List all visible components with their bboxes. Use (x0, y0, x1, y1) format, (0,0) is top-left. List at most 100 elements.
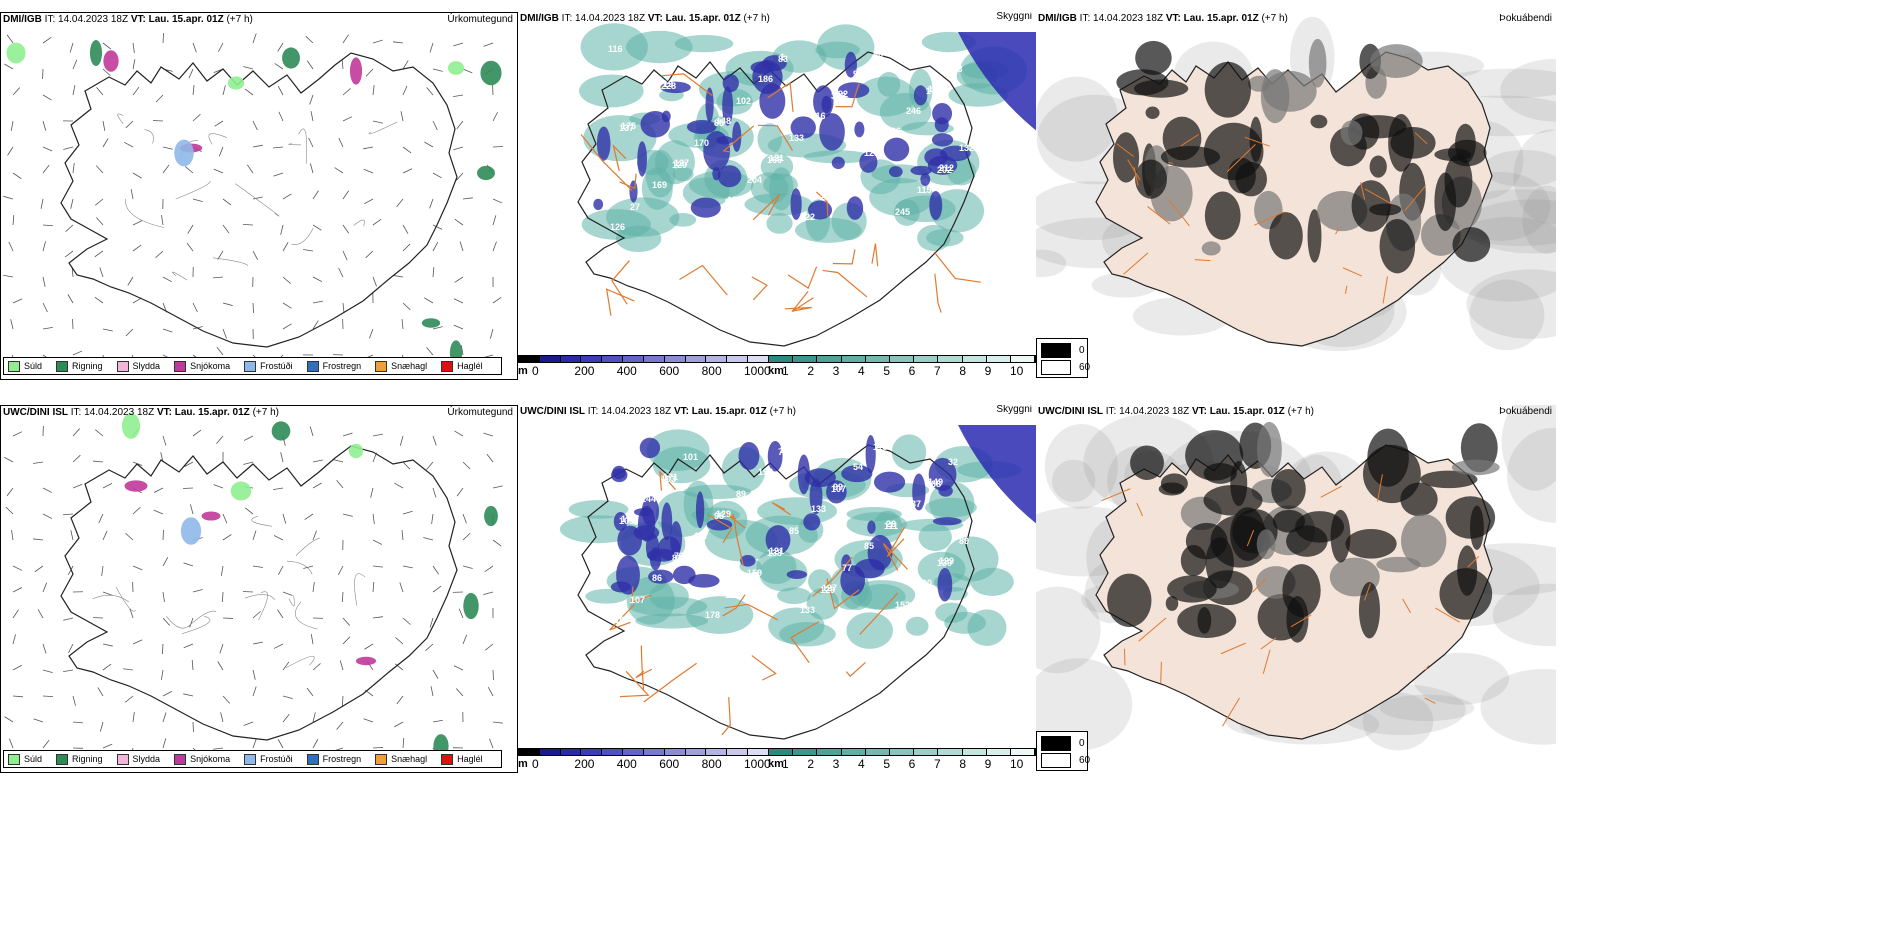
wind-barb (484, 565, 494, 573)
road (609, 604, 635, 631)
fog-cell (1268, 212, 1303, 260)
cloudbase-cell (913, 85, 928, 106)
wind-barb (484, 643, 494, 651)
wind-barb (10, 319, 14, 330)
roads (609, 470, 908, 736)
road (1194, 259, 1211, 262)
panel-header: DMI/IGB IT: 14.04.2023 18Z VT: Lau. 15.a… (3, 14, 513, 25)
fog-cell (1286, 595, 1309, 643)
wind-barb (282, 193, 292, 200)
wind-barb (400, 111, 404, 122)
cloudbase-label: 54 (853, 462, 863, 472)
wind-barb (192, 589, 203, 593)
cloudbase-label: 77 (778, 447, 788, 457)
wind-barb (33, 718, 44, 723)
wind-barb (242, 591, 254, 593)
wind-barb (372, 565, 383, 568)
wind-barb (70, 530, 74, 541)
fog-cell (1145, 106, 1160, 119)
wind-barb (162, 591, 165, 602)
visibility-cell (917, 551, 966, 587)
cloudbase-label: 149 (928, 477, 943, 487)
road (723, 511, 746, 529)
wind-barb (102, 483, 113, 489)
cloudbase-label: 166 (767, 155, 782, 165)
cloudbase-cell (838, 82, 870, 99)
panel-header: DMI/IGB IT: 14.04.2023 18Z VT: Lau. 15.a… (520, 12, 1032, 24)
river (258, 591, 268, 621)
cloudbase-sea-cell (958, 425, 1036, 524)
wind-barb (12, 215, 15, 226)
fog-cell (1107, 573, 1152, 628)
wind-barb (365, 68, 374, 77)
wind-barb (333, 459, 344, 463)
fog-sea-cell (1051, 459, 1096, 503)
wind-barb (453, 94, 464, 98)
color-step (519, 356, 540, 362)
wind-barb (72, 428, 80, 437)
cloudbase-label: 112 (928, 84, 943, 94)
wind-barb (98, 513, 104, 524)
wind-barb (337, 565, 344, 576)
wind-barb (432, 242, 439, 252)
river (251, 515, 273, 527)
wind-barb (306, 687, 314, 697)
wind-barb (252, 530, 257, 541)
fog-sea-cell (1044, 424, 1118, 509)
fog-cell (1203, 462, 1237, 484)
visibility-cell (930, 189, 985, 233)
wind-barb (42, 146, 53, 152)
precip-cell (103, 50, 119, 72)
wind-barb (102, 120, 106, 131)
wind-barb (312, 300, 323, 304)
cloudbase-label: 103 (661, 474, 676, 484)
wind-barb (372, 747, 384, 749)
road (1382, 276, 1388, 304)
wind-barb (217, 661, 224, 671)
precip-cells (6, 39, 502, 366)
scale-tick: 8 (959, 364, 967, 378)
road (1116, 143, 1134, 158)
wind-barb (222, 534, 232, 541)
wind-barb (369, 328, 374, 339)
fog-cell (1271, 468, 1306, 510)
cloudbase-label: 133 (789, 133, 804, 143)
wind-barb (72, 85, 76, 96)
wind-barb (432, 719, 443, 723)
color-step (914, 356, 939, 362)
wind-barb (424, 297, 434, 304)
wind-barb (72, 483, 83, 489)
wind-barb (63, 617, 74, 621)
wind-barb (72, 695, 76, 706)
color-strip (768, 748, 1036, 756)
wind-barb (125, 120, 134, 129)
wind-barb (341, 591, 344, 603)
fog-cell (1112, 132, 1140, 183)
wind-barb (102, 591, 113, 596)
wind-barb (312, 530, 317, 541)
wind-barb (282, 242, 289, 252)
wind-barb (423, 537, 434, 541)
fog-cell (1400, 482, 1438, 517)
color-step (914, 749, 939, 755)
legend-item: Súld (8, 360, 42, 372)
wind-barb (213, 484, 224, 489)
cloudbase-cell (873, 471, 906, 493)
panel-header: DMI/IGB IT: 14.04.2023 18Z VT: Lau. 15.a… (1038, 13, 1552, 24)
fog-sea-cell (1379, 694, 1475, 722)
cloudbase-cells (610, 434, 962, 602)
color-strip (768, 355, 1036, 363)
wind-barb (155, 94, 164, 103)
visibility-cell (857, 583, 906, 610)
fog-sea-cell (1482, 149, 1556, 188)
cloudbase-label: 200 (780, 445, 795, 455)
visibility-cell (768, 607, 825, 645)
fog-sea-cell (1522, 185, 1556, 254)
cloudbase-cell (740, 555, 756, 567)
coastline (577, 51, 975, 347)
river (172, 271, 188, 281)
cloudbase-cell (867, 534, 893, 571)
wind-barb (489, 738, 494, 749)
color-step (769, 749, 794, 755)
cloudbase-label: 212 (939, 163, 954, 173)
